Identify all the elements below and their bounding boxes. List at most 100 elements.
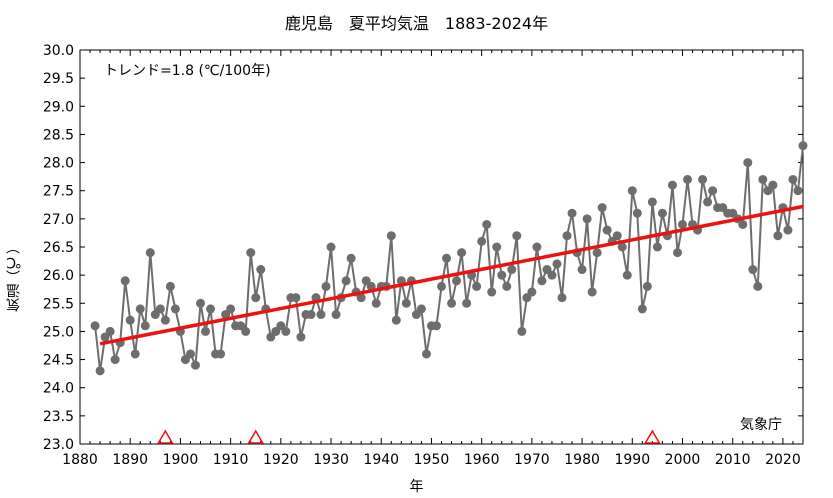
y-tick-label: 29.0 bbox=[43, 99, 74, 115]
data-point bbox=[356, 293, 366, 303]
data-point bbox=[612, 231, 622, 241]
x-tick-label: 1950 bbox=[414, 452, 450, 468]
data-point bbox=[497, 270, 507, 280]
x-tick-label: 1890 bbox=[112, 452, 148, 468]
plot-area bbox=[90, 141, 808, 444]
data-point bbox=[592, 248, 602, 258]
y-tick-label: 25.0 bbox=[43, 324, 74, 340]
data-point bbox=[447, 298, 457, 308]
data-point bbox=[155, 304, 165, 314]
data-point bbox=[798, 141, 808, 151]
y-tick-label: 25.5 bbox=[43, 296, 74, 312]
data-point bbox=[346, 253, 356, 263]
x-tick-label: 1920 bbox=[263, 452, 299, 468]
data-point bbox=[196, 298, 205, 308]
data-point bbox=[226, 304, 236, 314]
y-tick-label: 30.0 bbox=[43, 43, 74, 59]
data-point bbox=[401, 298, 411, 308]
data-point bbox=[321, 281, 331, 291]
data-point bbox=[241, 326, 251, 336]
series-line bbox=[94, 145, 804, 371]
station-change-marker bbox=[644, 429, 661, 444]
data-point bbox=[622, 270, 632, 280]
data-point bbox=[492, 242, 502, 252]
data-point bbox=[371, 298, 381, 308]
data-point bbox=[206, 304, 216, 314]
data-point bbox=[185, 349, 195, 359]
data-point bbox=[587, 287, 597, 297]
data-point bbox=[652, 242, 662, 252]
data-point bbox=[482, 219, 492, 229]
data-point bbox=[642, 281, 652, 291]
x-tick-label: 2010 bbox=[715, 452, 751, 468]
data-point bbox=[708, 186, 718, 196]
data-point bbox=[748, 265, 758, 275]
data-point bbox=[251, 293, 261, 303]
data-point bbox=[507, 265, 517, 275]
credit-label: 気象庁 bbox=[740, 417, 782, 433]
data-point bbox=[557, 293, 567, 303]
data-point bbox=[110, 355, 120, 365]
data-point bbox=[281, 326, 291, 336]
data-point bbox=[457, 248, 467, 258]
x-tick-label: 1880 bbox=[62, 452, 98, 468]
data-point bbox=[165, 281, 175, 291]
data-point bbox=[773, 231, 783, 241]
data-point bbox=[602, 225, 612, 235]
data-point bbox=[135, 304, 145, 314]
data-point bbox=[678, 219, 687, 229]
data-point bbox=[758, 174, 768, 184]
data-point bbox=[667, 180, 677, 190]
data-point bbox=[416, 304, 426, 314]
data-point bbox=[683, 174, 693, 184]
data-point bbox=[597, 203, 607, 213]
data-point bbox=[201, 326, 211, 336]
data-point bbox=[487, 287, 497, 297]
data-point bbox=[537, 276, 547, 286]
y-tick-label: 23.0 bbox=[43, 437, 74, 453]
data-point bbox=[647, 197, 657, 207]
data-point bbox=[738, 219, 748, 229]
data-point bbox=[577, 265, 587, 275]
x-tick-label: 2000 bbox=[665, 452, 701, 468]
data-point bbox=[437, 281, 446, 291]
data-point bbox=[120, 276, 130, 286]
data-point bbox=[512, 231, 522, 241]
data-point bbox=[793, 186, 803, 196]
data-point bbox=[527, 287, 537, 297]
data-point bbox=[442, 253, 452, 263]
x-tick-label: 1910 bbox=[213, 452, 249, 468]
data-point bbox=[130, 349, 140, 359]
data-point bbox=[190, 360, 200, 370]
y-tick-label: 28.5 bbox=[43, 127, 74, 143]
data-point bbox=[105, 326, 115, 336]
data-point bbox=[472, 281, 482, 291]
data-point bbox=[547, 270, 557, 280]
data-point bbox=[341, 276, 351, 286]
x-tick-label: 1980 bbox=[564, 452, 600, 468]
data-point bbox=[532, 242, 542, 252]
data-point bbox=[627, 186, 637, 196]
data-point bbox=[783, 225, 793, 235]
data-point bbox=[753, 281, 763, 291]
data-point bbox=[703, 197, 713, 207]
x-axis-label: 年 bbox=[409, 479, 424, 495]
data-point bbox=[617, 242, 627, 252]
data-point bbox=[502, 281, 512, 291]
x-tick-label: 2020 bbox=[765, 452, 801, 468]
data-point bbox=[316, 310, 326, 320]
plot-frame bbox=[79, 49, 804, 445]
trend-annotation: トレンド=1.8 (℃/100年) bbox=[104, 63, 271, 79]
y-tick-label: 26.0 bbox=[43, 268, 74, 284]
data-point bbox=[462, 298, 472, 308]
data-point bbox=[145, 248, 155, 258]
y-tick-label: 29.5 bbox=[43, 71, 74, 87]
data-point bbox=[517, 326, 527, 336]
data-point bbox=[632, 208, 642, 218]
data-point bbox=[95, 366, 105, 376]
data-point bbox=[306, 310, 316, 320]
x-tick-label: 1930 bbox=[313, 452, 349, 468]
data-point bbox=[256, 265, 266, 275]
data-point bbox=[788, 174, 798, 184]
axes: 23.0 23.5 24.0 24.5 25.0 25.5 26.0 26.5 27.0 27.5… bbox=[43, 43, 804, 468]
